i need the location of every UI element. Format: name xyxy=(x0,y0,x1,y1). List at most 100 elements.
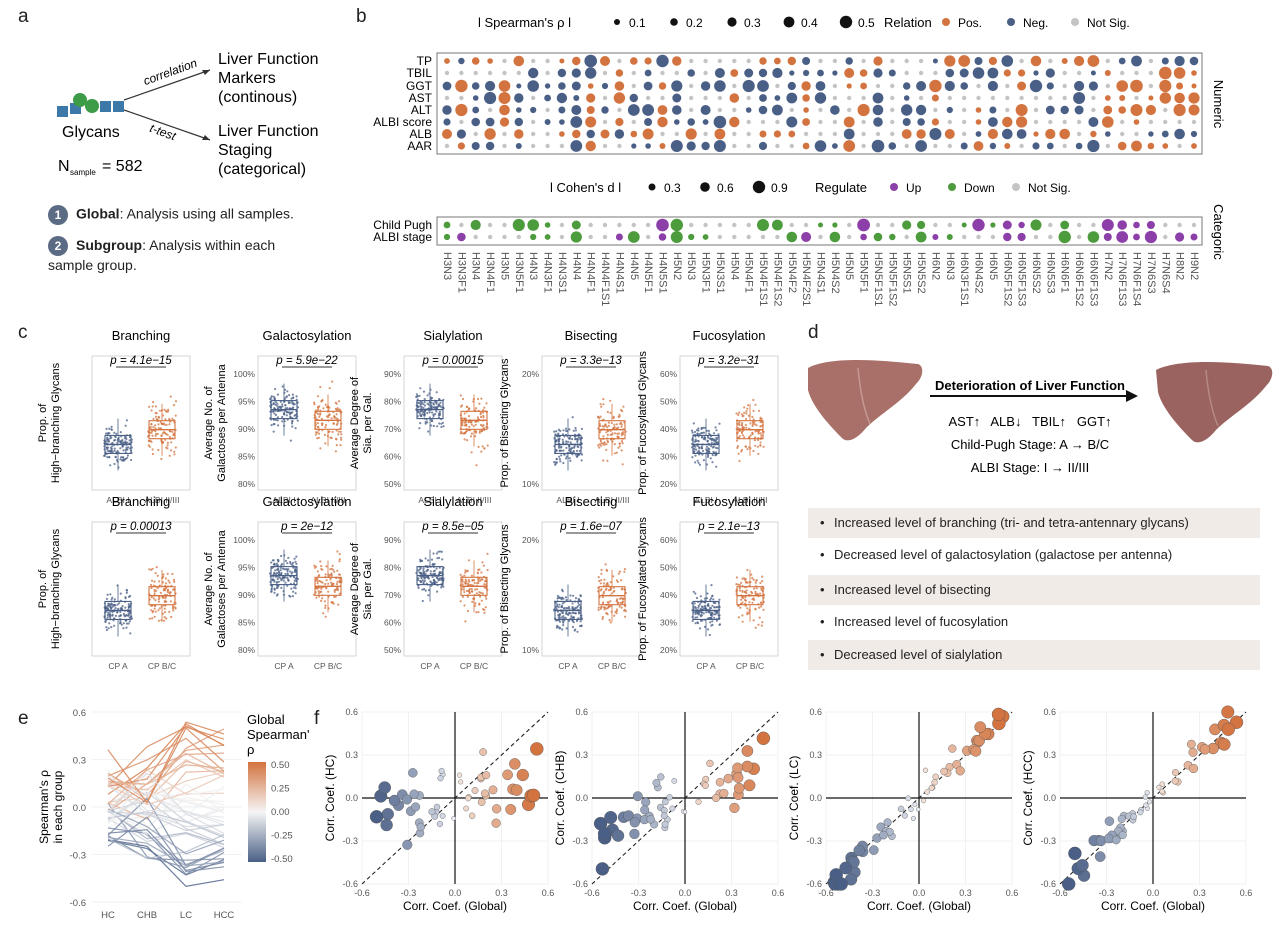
numeric-dot xyxy=(1019,95,1024,101)
numeric-dot xyxy=(918,58,924,64)
numeric-dot xyxy=(515,143,522,149)
panel-label-e: e xyxy=(18,708,29,729)
sample-point xyxy=(150,579,154,582)
child-pugh-change: Child-Pugh Stage: A → B/C xyxy=(951,437,1109,452)
sample-point xyxy=(561,602,564,605)
categoric-dot xyxy=(1144,230,1157,244)
sample-point xyxy=(711,446,715,449)
sample-point xyxy=(574,453,577,456)
sample-point xyxy=(464,420,467,423)
numeric-dot xyxy=(787,81,796,91)
sample-point xyxy=(620,597,623,600)
numeric-dot xyxy=(559,119,565,125)
categoric-dot xyxy=(1101,219,1114,231)
sample-point xyxy=(715,429,718,432)
numeric-dot xyxy=(602,95,608,101)
sample-point xyxy=(426,394,429,397)
sample-point xyxy=(562,624,565,627)
sample-point xyxy=(709,457,712,460)
numeric-dot xyxy=(644,118,653,126)
target2-line2: Staging xyxy=(218,142,272,159)
boxplot-frame xyxy=(257,355,357,491)
sample-point xyxy=(173,580,176,583)
sample-point xyxy=(291,407,294,410)
sample-point xyxy=(602,582,606,585)
sample-point xyxy=(321,399,324,402)
sample-point xyxy=(461,424,464,427)
categoric-frame xyxy=(436,216,1203,246)
categoric-dot xyxy=(1103,233,1112,241)
numeric-dot xyxy=(973,141,984,151)
f-point xyxy=(477,798,486,806)
sample-point xyxy=(330,417,333,420)
numeric-dot xyxy=(989,106,997,114)
numeric-dot xyxy=(602,143,608,149)
sample-point xyxy=(600,441,603,445)
sample-point xyxy=(440,586,443,589)
f-point xyxy=(931,779,938,786)
sample-point xyxy=(168,581,171,584)
f-point xyxy=(1144,790,1150,796)
sample-point xyxy=(571,438,574,441)
glycan-column-label: H6N5S2 xyxy=(1030,252,1042,294)
sample-point xyxy=(570,615,573,618)
f-ytick: -0.6 xyxy=(572,879,588,889)
f-point xyxy=(380,818,393,832)
f-point xyxy=(1188,747,1198,757)
sample-point xyxy=(621,431,625,434)
f-point xyxy=(970,745,982,757)
f-xtick: 0.3 xyxy=(959,888,972,898)
categoric-dot xyxy=(527,219,539,231)
sample-point xyxy=(337,400,341,403)
sample-point xyxy=(461,432,464,435)
sample-point xyxy=(475,430,478,433)
numeric-dot xyxy=(1090,70,1096,76)
glycan-column-label: H4N4 xyxy=(570,252,582,280)
sample-point xyxy=(335,402,338,405)
numeric-dot xyxy=(1019,143,1024,149)
glycan-column-label: H9N2 xyxy=(1188,252,1200,280)
sample-point xyxy=(602,403,605,406)
numeric-dot xyxy=(1104,70,1111,76)
numeric-dot xyxy=(700,81,711,91)
sample-point xyxy=(602,459,605,462)
f-xtick: -0.3 xyxy=(865,888,881,898)
categoric-dot xyxy=(571,220,581,230)
numeric-dot xyxy=(1130,104,1143,116)
f-point xyxy=(437,775,444,782)
sample-point xyxy=(754,436,757,439)
relation-key-label: Neg. xyxy=(1023,16,1048,30)
sample-point xyxy=(292,582,296,585)
e-series-line xyxy=(107,836,225,867)
sample-point xyxy=(564,616,567,619)
sample-point xyxy=(461,588,464,591)
regulate-key-dot xyxy=(890,183,898,191)
sample-point xyxy=(702,612,705,615)
sample-point xyxy=(169,600,172,603)
sample-point xyxy=(122,449,125,452)
numeric-dot xyxy=(643,81,653,91)
sample-point xyxy=(713,606,717,609)
sample-point xyxy=(599,403,602,406)
numeric-dot xyxy=(1134,131,1139,137)
sample-point xyxy=(163,616,166,619)
numeric-dot xyxy=(644,57,652,65)
glycan-column-label: H5N4F1S1 xyxy=(757,252,769,306)
boxplot-ytick: 40% xyxy=(660,590,677,600)
numeric-dot xyxy=(1045,68,1055,78)
numeric-dot xyxy=(444,58,450,64)
sample-point xyxy=(739,606,742,609)
numeric-dot xyxy=(1074,55,1085,67)
sample-point xyxy=(439,401,442,404)
numeric-dot xyxy=(775,119,780,125)
sample-point xyxy=(106,436,109,439)
sample-point xyxy=(703,426,707,429)
numeric-row-label: ALB xyxy=(409,127,432,141)
sample-point xyxy=(622,433,625,436)
sample-point xyxy=(696,621,699,624)
sample-point xyxy=(291,425,294,428)
sample-point xyxy=(313,401,316,404)
sample-point xyxy=(117,607,120,610)
numeric-dot xyxy=(631,70,636,76)
categoric-dot xyxy=(645,222,651,228)
